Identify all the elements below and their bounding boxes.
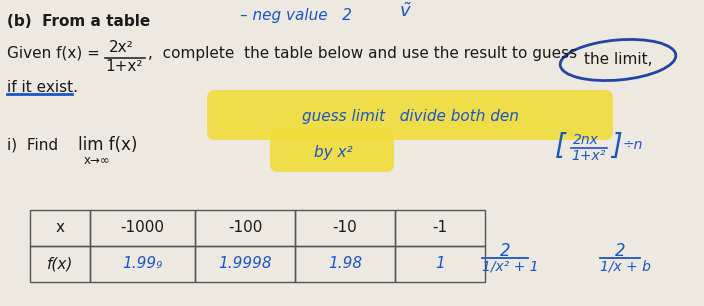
Text: 1: 1: [435, 256, 445, 271]
FancyBboxPatch shape: [270, 128, 394, 172]
Text: x: x: [56, 221, 65, 236]
Bar: [90, 246, 195, 282]
Bar: [30, 210, 90, 246]
Text: -10: -10: [332, 221, 358, 236]
Bar: [30, 246, 90, 282]
Bar: [395, 210, 485, 246]
Bar: [295, 246, 395, 282]
Text: the limit,: the limit,: [584, 53, 652, 68]
Text: by x²: by x²: [314, 144, 352, 159]
Text: -1000: -1000: [120, 221, 165, 236]
Text: if it exist.: if it exist.: [7, 80, 78, 95]
FancyBboxPatch shape: [207, 90, 613, 140]
Bar: [395, 246, 485, 282]
Text: 1.99₉: 1.99₉: [122, 256, 163, 271]
Text: [: [: [555, 132, 566, 160]
Bar: [195, 210, 295, 246]
Text: – neg value   2: – neg value 2: [240, 8, 352, 23]
Text: 2nx: 2nx: [573, 133, 599, 147]
Text: 1/x² + 1: 1/x² + 1: [482, 260, 539, 274]
Text: 2x²: 2x²: [109, 40, 134, 55]
Text: guess limit   divide both den: guess limit divide both den: [301, 110, 518, 125]
Text: -100: -100: [228, 221, 262, 236]
Text: lim f(x): lim f(x): [78, 136, 137, 154]
Text: 1.9998: 1.9998: [218, 256, 272, 271]
Text: x→∞: x→∞: [84, 154, 111, 167]
Text: 2: 2: [615, 242, 625, 260]
Text: ]: ]: [611, 132, 622, 160]
Text: i)  Find: i) Find: [7, 138, 58, 153]
Text: 1+x²: 1+x²: [571, 149, 605, 163]
Text: -1: -1: [432, 221, 448, 236]
Text: ,  complete  the table below and use the result to guess: , complete the table below and use the r…: [148, 46, 577, 61]
Text: f(x): f(x): [46, 256, 73, 271]
Text: 1+x²: 1+x²: [105, 59, 142, 74]
Text: Given f(x) =: Given f(x) =: [7, 46, 100, 61]
Text: 2: 2: [500, 242, 510, 260]
Text: ṽ: ṽ: [400, 2, 410, 20]
Text: (b)  From a table: (b) From a table: [7, 14, 150, 29]
Bar: [195, 246, 295, 282]
Bar: [295, 210, 395, 246]
Bar: [90, 210, 195, 246]
Text: ÷n: ÷n: [623, 138, 643, 152]
Text: 1/x + b: 1/x + b: [600, 260, 651, 274]
Text: 1.98: 1.98: [328, 256, 362, 271]
